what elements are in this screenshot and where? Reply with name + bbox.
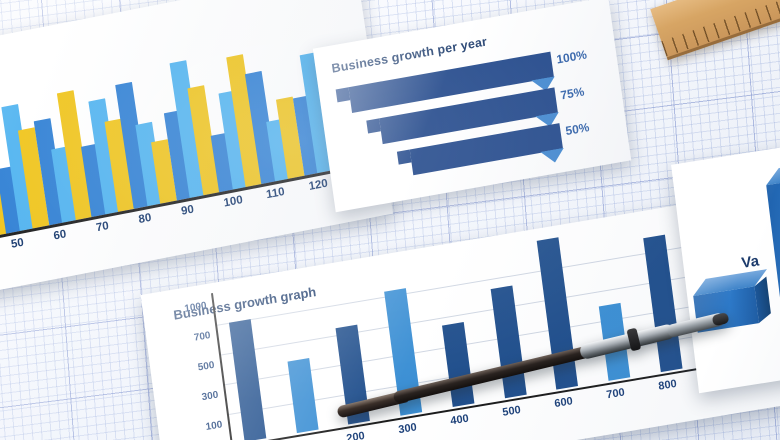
- analysis-x-tick: 80: [137, 211, 153, 227]
- analysis-x-tick: 120: [307, 177, 329, 194]
- analysis-x-tick: 70: [95, 220, 110, 235]
- growth-ribbon-value-label: 100%: [555, 47, 588, 67]
- ribbon-tail: [366, 118, 381, 134]
- growth-graph-y-tick: 300: [201, 389, 220, 404]
- growth-graph-x-tick: 200: [345, 429, 366, 440]
- growth-graph-x-tick: 300: [397, 421, 418, 437]
- analysis-x-tick: 50: [10, 236, 25, 251]
- growth-graph-bar: [228, 319, 267, 440]
- ribbon-tail: [396, 149, 412, 165]
- growth-graph-x-tick: 400: [449, 412, 470, 428]
- cube-top: [766, 157, 780, 186]
- analysis-x-tick: 90: [180, 203, 195, 218]
- growth-graph-x-tick: 600: [553, 395, 574, 411]
- growth-graph-x-tick: 800: [657, 377, 678, 393]
- value-chart-title: Va: [740, 252, 760, 272]
- analysis-x-tick: 100: [222, 193, 244, 210]
- growth-graph-y-tick: 100: [205, 419, 223, 433]
- pen-cap: [711, 312, 730, 327]
- analysis-x-tick: 60: [52, 228, 68, 243]
- growth-graph-y-tick: 500: [197, 359, 216, 374]
- growth-graph-x-tick: 500: [501, 403, 522, 419]
- growth-graph-y-tick: 700: [193, 330, 212, 344]
- ribbon-notch: [540, 148, 565, 165]
- ribbon-tail: [335, 87, 351, 103]
- growth-graph-x-tick: 700: [605, 386, 626, 402]
- growth-graph-bar: [643, 234, 683, 373]
- growth-ribbon-value-label: 50%: [564, 120, 591, 139]
- growth-ribbon-value-label: 75%: [559, 84, 586, 103]
- analysis-x-tick: 110: [265, 185, 286, 202]
